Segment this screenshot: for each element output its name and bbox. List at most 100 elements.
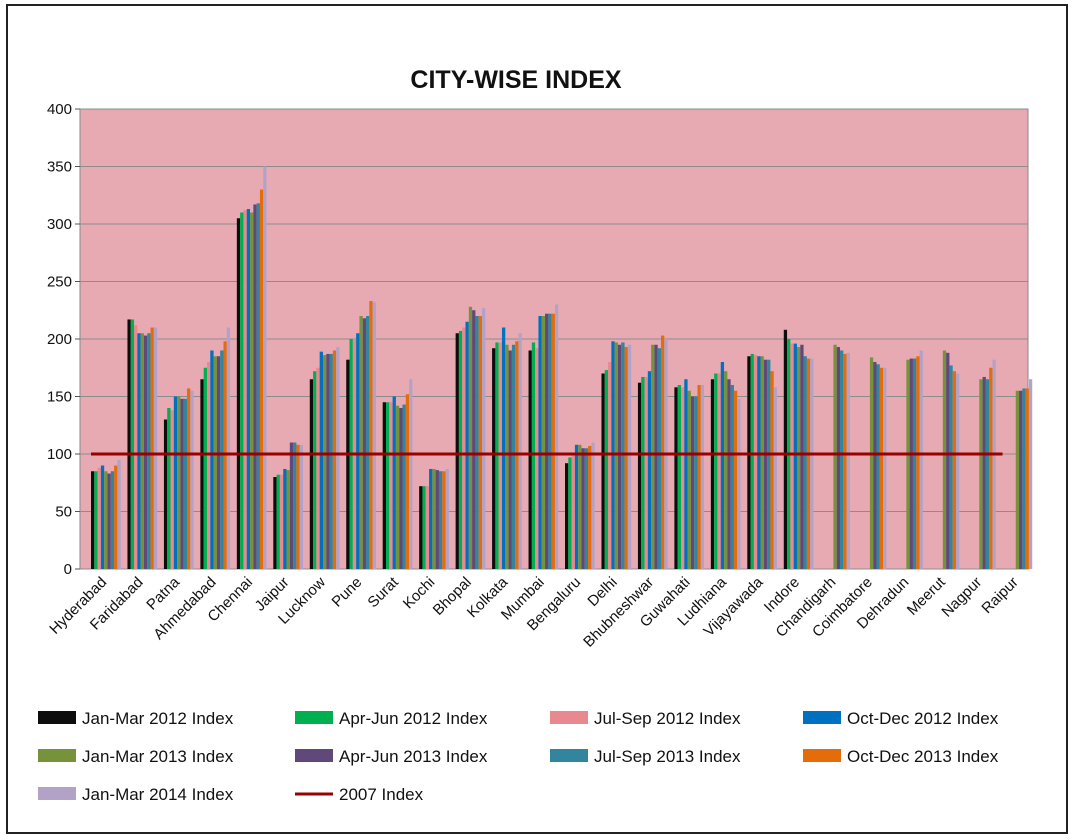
bar [104, 471, 108, 569]
bar [97, 467, 101, 569]
bar [906, 359, 910, 569]
bar [985, 379, 990, 569]
legend-swatch [38, 749, 76, 762]
bar [183, 398, 188, 569]
x-tick-label: Surat [364, 573, 402, 611]
bar [916, 356, 920, 569]
bar [462, 327, 466, 569]
bar [309, 379, 314, 569]
bar [405, 394, 410, 569]
bar [465, 321, 469, 569]
bar [511, 344, 516, 569]
bar [518, 333, 522, 569]
bar [624, 347, 628, 569]
bar [614, 342, 618, 569]
bar [647, 371, 652, 569]
bar [568, 457, 572, 569]
bar [621, 342, 625, 569]
bar [276, 474, 280, 569]
legend-label: Oct-Dec 2013 Index [847, 747, 999, 766]
bar [979, 379, 983, 569]
bar [942, 350, 947, 569]
bar [737, 398, 741, 569]
bar [246, 209, 251, 570]
bar [283, 468, 287, 569]
bar [651, 344, 655, 569]
bar [694, 396, 698, 569]
bar [733, 390, 738, 569]
bar [140, 333, 144, 569]
bar [190, 390, 194, 569]
chart-canvas: CITY-WISE INDEX 0 50 100 150 200 250 300 350 400… [38, 66, 1033, 804]
bar [627, 344, 632, 569]
bar [236, 218, 241, 569]
bar [571, 454, 575, 569]
bar [170, 410, 174, 569]
bar [442, 471, 446, 569]
bar [110, 471, 115, 569]
legend-label: Jan-Mar 2014 Index [82, 785, 234, 804]
bar [326, 353, 330, 569]
bar [395, 405, 400, 569]
y-tick-label: 0 [64, 561, 72, 578]
bar [750, 353, 754, 569]
bar [107, 473, 111, 569]
bar [332, 350, 337, 569]
bar [372, 302, 376, 569]
bar [173, 396, 178, 569]
bar [226, 327, 231, 569]
bar [458, 330, 463, 569]
bar [843, 353, 847, 569]
bar [203, 367, 207, 569]
bar [545, 313, 549, 569]
bar [206, 362, 211, 569]
bar [180, 398, 184, 569]
legend-label: Oct-Dec 2012 Index [847, 709, 999, 728]
bar [952, 371, 957, 569]
legend-swatch [803, 749, 841, 762]
bar [389, 402, 393, 569]
bar [117, 459, 121, 569]
bar [472, 310, 476, 569]
bar [153, 327, 158, 569]
bar [216, 356, 221, 569]
bar [946, 352, 950, 569]
bar [114, 465, 118, 569]
bar [796, 347, 801, 569]
bar [1015, 390, 1020, 569]
bar [680, 387, 685, 569]
bar [253, 204, 257, 569]
x-tick-label: Nagpur [938, 574, 985, 621]
bar [399, 408, 403, 569]
bar [883, 367, 887, 569]
bar [322, 355, 327, 569]
bar [873, 362, 877, 569]
bar [362, 318, 367, 569]
bar [163, 419, 168, 569]
bar [359, 316, 363, 569]
bar [263, 166, 267, 569]
bar [385, 402, 390, 569]
bar [438, 471, 443, 569]
chart-title: CITY-WISE INDEX [410, 66, 621, 94]
y-axis-ticks: 0 50 100 150 200 250 300 350 400 [47, 101, 80, 578]
bar [455, 333, 459, 569]
bar [91, 471, 95, 569]
legend-swatch [803, 711, 841, 724]
bar [402, 404, 406, 569]
bar [601, 373, 605, 569]
bar [498, 342, 502, 569]
bar [468, 306, 473, 569]
bar [435, 470, 439, 569]
bar [256, 203, 260, 570]
bar [677, 385, 681, 569]
bar [773, 387, 778, 569]
bar [956, 373, 960, 569]
y-tick-label: 400 [47, 101, 72, 118]
bar [425, 486, 430, 569]
legend-swatch [550, 711, 588, 724]
bar [657, 348, 662, 569]
bar [535, 348, 539, 569]
bar [369, 301, 373, 569]
bar [710, 379, 715, 569]
